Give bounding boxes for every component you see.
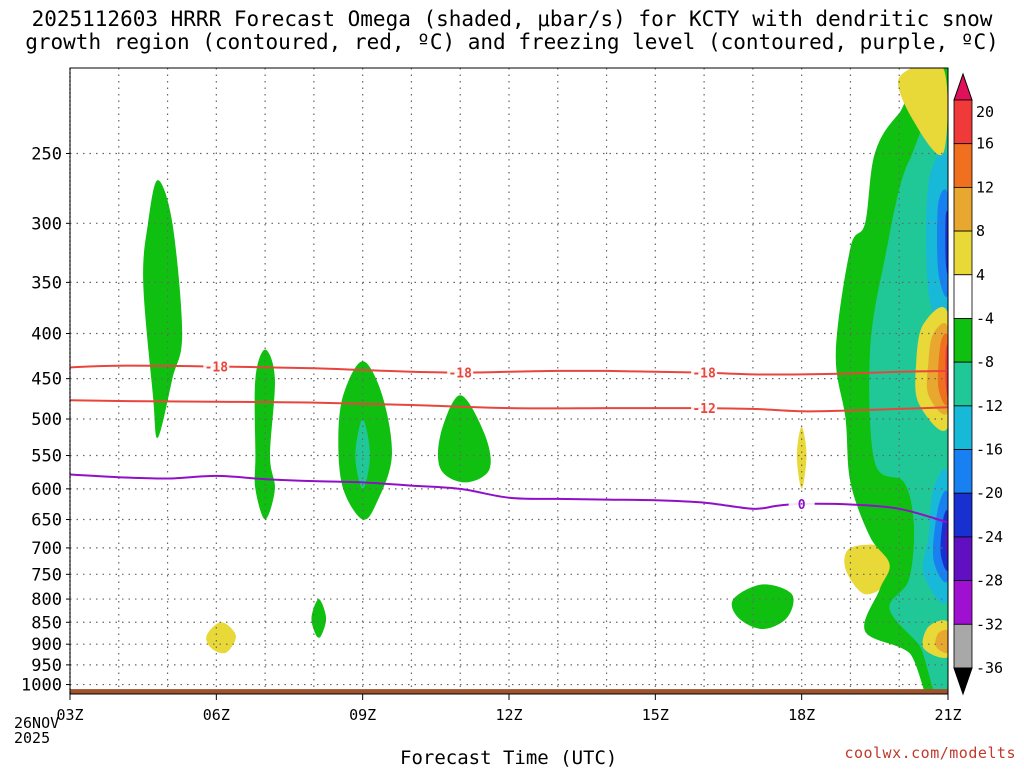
y-tick-label-500: 500	[31, 410, 62, 430]
omega-region-dark-blue-17	[940, 510, 948, 571]
x-tick-label-03Z: 03Z	[56, 706, 83, 724]
terrain-band	[70, 689, 948, 694]
colorbar-segment	[953, 580, 973, 625]
contour-0	[70, 473, 948, 524]
x-tick-label-21Z: 21Z	[934, 706, 961, 724]
colorbar-label-8: 8	[976, 222, 985, 240]
omega-region-dark-orange-22	[937, 333, 948, 406]
colorbar-segment	[953, 361, 973, 407]
colorbar-label-12: 12	[976, 178, 994, 196]
colorbar-segment	[953, 230, 973, 276]
contour-label-bg	[788, 496, 815, 511]
omega-region-green-4	[311, 599, 327, 638]
x-axis-title: Forecast Time (UTC)	[400, 747, 618, 769]
colorbar-segment	[953, 492, 973, 538]
colorbar-segment	[953, 318, 973, 363]
contour-label--12: -12	[692, 402, 715, 417]
contour-label-bg	[691, 365, 718, 380]
contour-label-bg	[447, 365, 474, 380]
y-tick-label-850: 850	[31, 613, 62, 633]
omega-region-green-3	[437, 395, 491, 483]
y-tick-label-750: 750	[31, 565, 62, 585]
contour--12	[70, 399, 948, 413]
y-tick-label-700: 700	[31, 539, 62, 559]
colorbar-top-arrow	[953, 72, 973, 101]
contour-label-bg	[203, 359, 230, 374]
colorbar-label--36: -36	[976, 659, 1003, 677]
omega-region-yellow-9	[844, 544, 892, 595]
colorbar-segment	[953, 405, 973, 450]
y-tick-label-650: 650	[31, 511, 62, 531]
colorbar-label--4: -4	[976, 309, 994, 327]
contour-layer: -18 -18 -18 -12 0	[70, 359, 948, 524]
colorbar-segment	[953, 143, 973, 188]
colorbar-label-16: 16	[976, 135, 994, 153]
chart-title-line2: growth region (contoured, red, ºC) and f…	[25, 30, 999, 54]
omega-region-green-1	[254, 349, 275, 520]
credit-link[interactable]: coolwx.com/modelts	[844, 744, 1016, 762]
colorbar: 20 16 12 8 4 -4 -8 -12 -16 -20 -24 -28 -32 -36	[953, 72, 1003, 696]
colorbar-label--8: -8	[976, 353, 994, 371]
omega-region-yellow-19	[898, 68, 948, 156]
y-tick-label-1000: 1000	[21, 676, 62, 696]
contour--18	[70, 364, 948, 376]
omega-fill-layer	[143, 68, 948, 694]
omega-region-dark-blue-14	[945, 210, 948, 274]
colorbar-label--24: -24	[976, 528, 1003, 546]
colorbar-segment	[953, 274, 973, 319]
terrain-layer	[70, 689, 948, 694]
colorbar-label-20: 20	[976, 103, 994, 121]
x-tick-label-15Z: 15Z	[642, 706, 669, 724]
y-tick-label-300: 300	[31, 214, 62, 234]
run-date: 26NOV 2025	[14, 716, 59, 746]
colorbar-label-4: 4	[976, 266, 985, 284]
x-tick-label-18Z: 18Z	[788, 706, 815, 724]
omega-region-blue-13	[937, 189, 948, 298]
x-tick-label-09Z: 09Z	[349, 706, 376, 724]
y-tick-label-950: 950	[31, 656, 62, 676]
y-tick-label-900: 900	[31, 635, 62, 655]
colorbar-segment	[953, 186, 973, 232]
omega-region-orange-25	[935, 629, 948, 654]
run-date-day: 26NOV	[14, 714, 60, 732]
colorbar-label--20: -20	[976, 484, 1003, 502]
colorbar-label--32: -32	[976, 615, 1003, 633]
colorbar-label--28: -28	[976, 572, 1003, 590]
contour-label--18: -18	[205, 361, 229, 376]
colorbar-segment	[953, 623, 973, 669]
run-date-year: 2025	[14, 729, 51, 747]
x-tick-label-12Z: 12Z	[495, 706, 522, 724]
contour-label-0: 0	[798, 498, 806, 513]
colorbar-bottom-arrow	[953, 667, 973, 696]
y-tick-label-550: 550	[31, 447, 62, 467]
axes-layer: 2503003504004505005506006507007508008509…	[21, 67, 962, 724]
omega-region-purple-18	[945, 523, 948, 560]
omega-region-yellow-8	[796, 426, 807, 489]
omega-region-teal-6	[355, 419, 370, 489]
chart-title-line1: 2025112603 HRRR Forecast Omega (shaded, …	[31, 7, 993, 31]
y-tick-label-250: 250	[31, 144, 62, 164]
colorbar-segment	[953, 99, 973, 145]
chart-title: 2025112603 HRRR Forecast Omega (shaded, …	[0, 8, 1024, 54]
colorbar-segment	[953, 536, 973, 582]
y-tick-label-350: 350	[31, 273, 62, 293]
y-tick-label-600: 600	[31, 480, 62, 500]
contour-label--18: -18	[692, 367, 716, 382]
omega-region-yellow-7	[206, 622, 236, 654]
y-tick-label-450: 450	[31, 370, 62, 390]
contour-label--18: -18	[448, 367, 472, 382]
y-tick-label-800: 800	[31, 590, 62, 610]
y-tick-label-400: 400	[31, 325, 62, 345]
colorbar-label--12: -12	[976, 397, 1003, 415]
x-tick-label-06Z: 06Z	[203, 706, 230, 724]
colorbar-segment	[953, 449, 973, 494]
omega-region-green-5	[731, 584, 794, 629]
grid-layer	[70, 68, 948, 694]
colorbar-label--16: -16	[976, 441, 1003, 459]
contour-label-bg	[691, 401, 718, 416]
omega-region-green-0	[143, 180, 183, 438]
